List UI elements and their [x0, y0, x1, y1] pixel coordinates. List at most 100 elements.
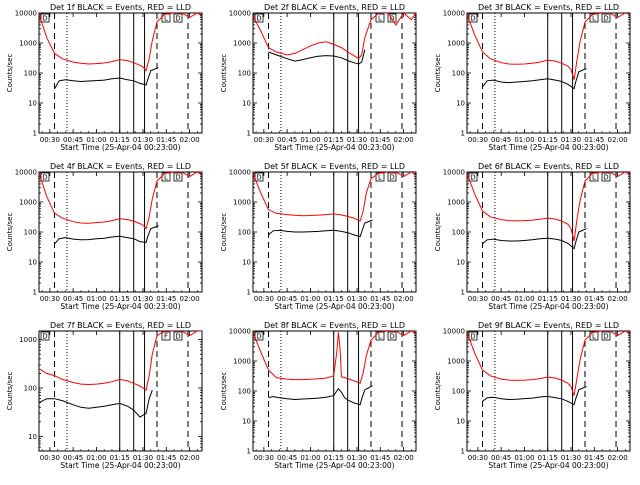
x-tick-label: 01:15 [324, 295, 344, 303]
y-tick-label: 10000 [229, 10, 251, 18]
y-tick-label: 10 [456, 418, 465, 426]
y-tick-label: 10000 [443, 169, 465, 177]
x-axis-label: Start Time (25-Apr-04 00:23:00) [488, 143, 608, 152]
x-tick-label: 02:00 [179, 454, 199, 462]
chart-title: Det 8f BLACK = Events, RED = LLD [264, 321, 405, 330]
marker-box [468, 331, 478, 341]
y-tick-label: 10 [242, 100, 251, 108]
x-tick-label: 00:30 [468, 136, 488, 144]
x-tick-label: 00:45 [491, 295, 511, 303]
x-tick-label: 02:00 [393, 136, 413, 144]
marker-box [254, 331, 264, 341]
marker-box [601, 331, 611, 341]
x-tick-label: 01:00 [86, 295, 106, 303]
x-tick-label: 01:00 [86, 136, 106, 144]
marker-box [173, 331, 183, 341]
plot-frame [466, 330, 631, 452]
y-tick-label: 1000 [447, 40, 465, 48]
y-tick-label: 100 [452, 229, 465, 237]
detector-panel: Det 8f BLACK = Events, RED = LLD 1 10 100 10… [220, 321, 417, 470]
chart-title: Det 1f BLACK = Events, RED = LLD [50, 3, 191, 12]
marker-box [375, 13, 385, 23]
x-tick-label: 01:30 [347, 295, 367, 303]
marker-box-label: L [378, 15, 382, 23]
x-tick-label: 00:45 [277, 295, 297, 303]
x-tick-label: 01:45 [156, 295, 176, 303]
plot-frame [38, 330, 203, 452]
x-tick-label: 00:45 [63, 454, 83, 462]
x-tick-label: 01:00 [514, 295, 534, 303]
x-tick-label: 00:45 [491, 454, 511, 462]
detector-panel: Det 3f BLACK = Events, RED = LLD 1 10 100 10… [434, 3, 631, 152]
marker-box-label: D [470, 174, 475, 182]
x-tick-label: 00:45 [277, 136, 297, 144]
marker-box-label: D [389, 333, 394, 341]
plot-frame [38, 12, 203, 134]
y-tick-label: 10000 [15, 10, 37, 18]
y-tick-label: 10 [242, 418, 251, 426]
events-series-line [39, 390, 153, 418]
y-tick-label: 10 [28, 259, 37, 267]
x-axis-label: Start Time (25-Apr-04 00:23:00) [274, 302, 394, 311]
y-tick-label: 1000 [233, 199, 251, 207]
y-tick-label: 1 [461, 130, 465, 138]
marker-box-label: D [175, 174, 180, 182]
x-tick-label: 01:30 [561, 295, 581, 303]
y-tick-label: 1000 [19, 336, 37, 344]
events-series-line [54, 67, 159, 89]
marker-box [40, 331, 50, 341]
y-tick-label: 1 [247, 289, 251, 297]
lld-series-line [467, 172, 630, 242]
x-tick-label: 01:00 [86, 454, 106, 462]
marker-box-label: L [592, 333, 596, 341]
y-tick-label: 10 [28, 433, 37, 441]
y-axis-label: Counts/sec [220, 372, 228, 411]
x-tick-label: 00:30 [468, 454, 488, 462]
y-axis-label: Counts/sec [434, 372, 442, 411]
y-tick-label: 1 [33, 289, 37, 297]
x-axis-label: Start Time (25-Apr-04 00:23:00) [488, 302, 608, 311]
x-tick-label: 01:45 [370, 295, 390, 303]
plot-frame [466, 171, 631, 293]
x-tick-label: 01:45 [156, 136, 176, 144]
lld-series-line [467, 13, 630, 80]
plot-frame [252, 12, 417, 134]
marker-box-label: D [256, 174, 261, 182]
plot-frame [38, 171, 203, 293]
y-tick-label: 100 [24, 229, 37, 237]
lld-series-line [253, 172, 416, 222]
y-axis-label: Counts/sec [6, 372, 14, 411]
x-tick-label: 00:30 [254, 136, 274, 144]
events-series-line [482, 386, 587, 406]
x-tick-label: 01:30 [347, 454, 367, 462]
events-series-line [482, 228, 587, 250]
x-tick-label: 01:45 [584, 295, 604, 303]
marker-box-label: D [175, 333, 180, 341]
marker-box [387, 13, 397, 23]
y-axis-label: Counts/sec [6, 213, 14, 252]
y-tick-label: 10000 [229, 169, 251, 177]
x-tick-label: 01:30 [561, 454, 581, 462]
chart-title: Det 3f BLACK = Events, RED = LLD [478, 3, 619, 12]
plot-frame [252, 330, 417, 452]
marker-box [468, 13, 478, 23]
marker-box-label: D [470, 333, 475, 341]
x-tick-label: 00:45 [63, 136, 83, 144]
x-tick-label: 01:15 [110, 136, 130, 144]
x-tick-label: 01:15 [538, 295, 558, 303]
marker-box [254, 172, 264, 182]
y-tick-label: 1000 [447, 358, 465, 366]
x-tick-label: 01:15 [324, 454, 344, 462]
marker-box-label: D [42, 174, 47, 182]
x-tick-label: 01:00 [300, 136, 320, 144]
y-tick-label: 10000 [443, 328, 465, 336]
y-tick-label: 10000 [15, 169, 37, 177]
x-tick-label: 02:00 [179, 136, 199, 144]
events-series-line [482, 68, 587, 90]
detector-panel: Det 6f BLACK = Events, RED = LLD 1 10 100 10… [434, 162, 631, 311]
marker-box [173, 172, 183, 182]
lld-series-line [39, 172, 202, 230]
x-tick-label: 01:45 [584, 136, 604, 144]
detector-panel: Det 5f BLACK = Events, RED = LLD 1 10 100 10… [220, 162, 417, 311]
